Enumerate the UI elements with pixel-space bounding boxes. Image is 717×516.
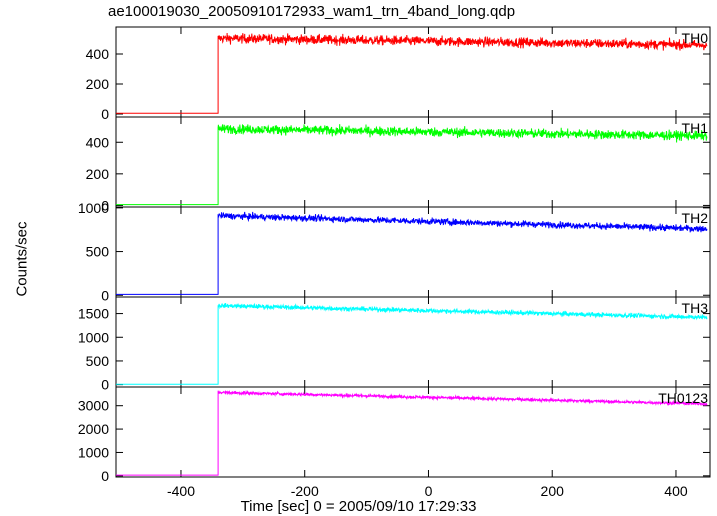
y-tick-label: 0 (101, 468, 109, 484)
series-line-th3 (116, 302, 708, 385)
series-name-th0123: TH0123 (658, 390, 708, 406)
y-tick-label: 0 (101, 197, 109, 213)
x-tick-label: -200 (291, 483, 319, 499)
panel-th2: 0 500 1000 TH2 (78, 200, 711, 303)
y-tick-label: 1000 (78, 329, 109, 345)
y-tick-label: 1000 (78, 200, 109, 216)
panel-th3: 0 500 1000 1500 TH3 (78, 296, 711, 393)
x-tick-label: -400 (167, 483, 195, 499)
y-tick-label: 1500 (78, 306, 109, 322)
panel-th0123: 0 1000 2000 3000 TH0123 (78, 386, 711, 484)
y-tick-label: 500 (86, 353, 110, 369)
y-tick-label: 400 (86, 134, 110, 150)
x-tick-label: 200 (541, 483, 565, 499)
series-name-th1: TH1 (682, 120, 709, 136)
y-tick-label: 500 (86, 244, 110, 260)
series-name-th2: TH2 (682, 210, 709, 226)
y-tick-label: 0 (101, 287, 109, 303)
series-line-th2 (116, 211, 708, 295)
y-tick-label: 0 (101, 377, 109, 393)
series-line-th0123 (116, 389, 708, 476)
y-tick-label: 0 (101, 106, 109, 122)
x-tick-label: 0 (425, 483, 433, 499)
panel-th0: 0 200 400 TH0 (86, 26, 711, 122)
y-tick-label: 3000 (78, 398, 109, 414)
y-tick-label: 1000 (78, 444, 109, 460)
y-tick-label: 2000 (78, 421, 109, 437)
x-tick-label: 400 (664, 483, 688, 499)
y-tick-label: 200 (86, 166, 110, 182)
series-line-th0 (116, 32, 708, 114)
panel-th1: 0 200 400 TH1 (86, 116, 711, 213)
series-name-th3: TH3 (682, 300, 709, 316)
x-axis-label: Time [sec] 0 = 2005/09/10 17:29:33 (240, 498, 477, 515)
panel-frame (115, 386, 711, 478)
series-name-th0: TH0 (682, 30, 709, 46)
y-tick-label: 400 (86, 46, 110, 62)
series-line-th1 (116, 124, 708, 206)
y-tick-label: 200 (86, 76, 110, 92)
chart-title: ae100019030_20050910172933_wam1_trn_4ban… (108, 3, 516, 20)
